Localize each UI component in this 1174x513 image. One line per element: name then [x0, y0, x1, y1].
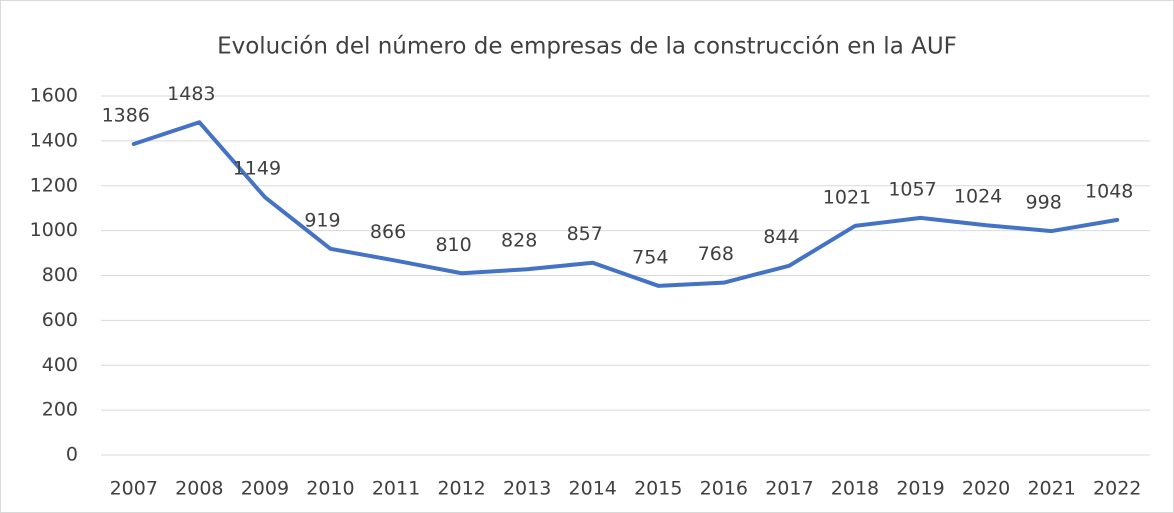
data-label: 857 [567, 223, 603, 245]
data-label: 1048 [1085, 180, 1133, 202]
x-tick-label: 2022 [1093, 478, 1141, 500]
chart-title: Evolución del número de empresas de la c… [217, 34, 957, 60]
y-tick-label: 1600 [30, 85, 78, 107]
data-label: 1149 [233, 158, 281, 180]
x-tick-label: 2010 [306, 478, 354, 500]
y-tick-label: 200 [42, 399, 78, 421]
y-tick-label: 400 [42, 354, 78, 376]
x-tick-label: 2017 [765, 478, 813, 500]
y-tick-label: 0 [66, 444, 78, 466]
y-tick-label: 800 [42, 264, 78, 286]
x-tick-label: 2012 [437, 478, 485, 500]
x-tick-label: 2008 [175, 478, 223, 500]
data-label: 844 [763, 226, 799, 248]
data-label: 1021 [823, 186, 871, 208]
x-tick-label: 2021 [1027, 478, 1075, 500]
data-line [131, 120, 1120, 288]
x-tick-label: 2009 [241, 478, 289, 500]
x-tick-label: 2015 [634, 478, 682, 500]
data-label: 919 [304, 209, 340, 231]
data-label: 754 [632, 246, 668, 268]
data-label: 1024 [954, 186, 1002, 208]
data-label: 1057 [888, 178, 936, 200]
y-tick-label: 1400 [30, 129, 78, 151]
data-label: 866 [370, 221, 406, 243]
data-label: 1483 [167, 83, 215, 105]
x-tick-label: 2016 [700, 478, 748, 500]
data-label: 1386 [102, 105, 150, 127]
x-tick-label: 2018 [831, 478, 879, 500]
data-label: 810 [435, 234, 471, 256]
y-tick-label: 1000 [30, 219, 78, 241]
x-tick-label: 2014 [569, 478, 617, 500]
x-tick-label: 2011 [372, 478, 420, 500]
data-label: 828 [501, 230, 537, 252]
data-label: 768 [698, 243, 734, 265]
x-tick-label: 2020 [962, 478, 1010, 500]
x-tick-label: 2007 [110, 478, 158, 500]
x-tick-label: 2013 [503, 478, 551, 500]
x-tick-label: 2019 [896, 478, 944, 500]
data-label: 998 [1026, 192, 1062, 214]
y-tick-label: 1200 [30, 174, 78, 196]
y-tick-label: 600 [42, 309, 78, 331]
